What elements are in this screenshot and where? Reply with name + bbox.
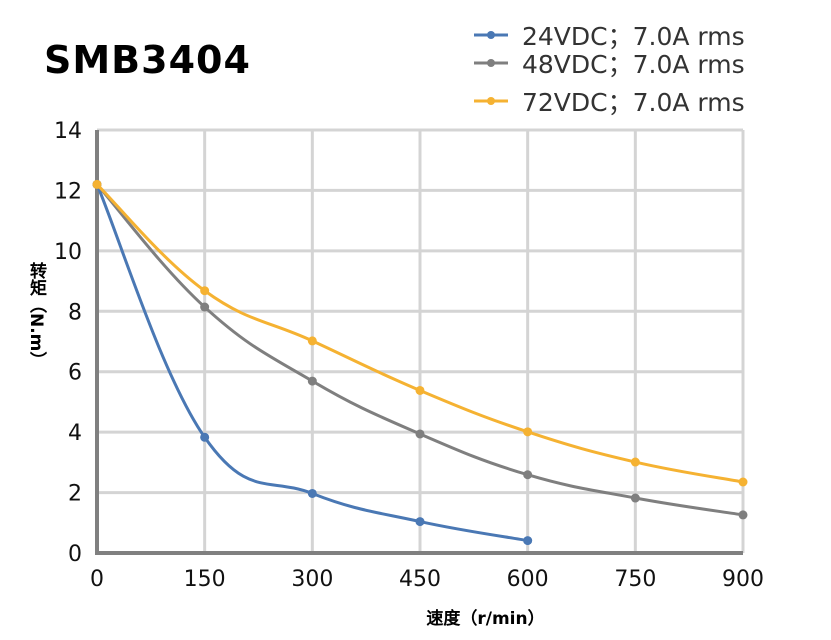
y-tick-label: 6 bbox=[68, 361, 82, 386]
data-point-series-1 bbox=[630, 493, 640, 503]
data-point-series-2 bbox=[415, 385, 425, 395]
data-point-series-1 bbox=[738, 510, 748, 520]
legend-label: 48VDC；7.0A rms bbox=[522, 50, 745, 79]
data-point-series-1 bbox=[523, 470, 533, 480]
data-point-series-2 bbox=[92, 179, 102, 189]
data-point-series-0 bbox=[523, 536, 533, 546]
legend-marker-72vdc bbox=[474, 97, 508, 105]
legend-item-72vdc: 72VDC；7.0A rms bbox=[474, 82, 745, 120]
y-tick-label: 2 bbox=[68, 482, 82, 507]
data-point-series-1 bbox=[307, 376, 317, 386]
series-line-0 bbox=[95, 183, 528, 543]
data-point-series-2 bbox=[523, 427, 533, 437]
x-tick-label: 600 bbox=[507, 567, 549, 592]
data-point-series-0 bbox=[200, 432, 210, 442]
data-point-series-2 bbox=[630, 457, 640, 467]
data-point-series-2 bbox=[307, 336, 317, 346]
y-tick-label: 4 bbox=[68, 421, 82, 446]
x-tick-label: 450 bbox=[399, 567, 441, 592]
x-tick-label: 900 bbox=[722, 567, 764, 592]
legend-label: 72VDC；7.0A rms bbox=[522, 88, 745, 117]
legend-label: 24VDC；7.0A rms bbox=[522, 22, 745, 51]
x-tick-label: 750 bbox=[614, 567, 656, 592]
x-tick-label: 0 bbox=[90, 567, 104, 592]
data-point-series-2 bbox=[738, 477, 748, 487]
data-point-series-1 bbox=[200, 302, 210, 312]
y-tick-label: 8 bbox=[68, 300, 82, 325]
x-tick-label: 300 bbox=[291, 567, 333, 592]
legend-item-48vdc: 48VDC；7.0A rms bbox=[474, 44, 745, 82]
legend-marker-48vdc bbox=[474, 59, 508, 67]
data-point-series-1 bbox=[415, 429, 425, 439]
legend-marker-24vdc bbox=[474, 31, 508, 39]
legend-item-24vdc: 24VDC；7.0A rms bbox=[474, 16, 745, 54]
y-tick-label: 12 bbox=[54, 179, 82, 204]
x-axis-label: 速度（r/min） bbox=[426, 609, 545, 629]
y-axis-label: 转矩（N.m） bbox=[26, 262, 46, 369]
chart-title: SMB3404 bbox=[44, 38, 251, 82]
x-tick-label: 150 bbox=[184, 567, 226, 592]
y-tick-label: 10 bbox=[54, 240, 82, 265]
data-point-series-2 bbox=[200, 286, 210, 296]
data-point-series-0 bbox=[307, 488, 317, 498]
y-tick-label: 0 bbox=[68, 542, 82, 567]
y-tick-label: 14 bbox=[54, 119, 82, 144]
data-point-series-0 bbox=[415, 517, 425, 527]
